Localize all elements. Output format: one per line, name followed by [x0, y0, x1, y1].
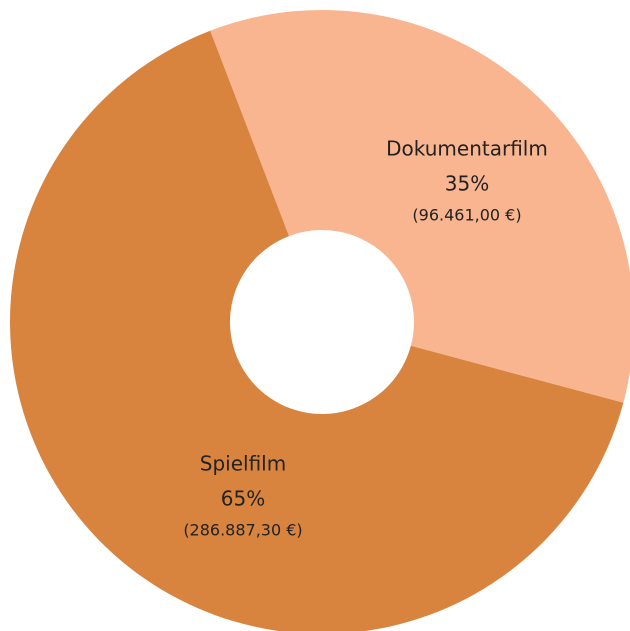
- slice-label: Dokumentarfilm: [386, 137, 548, 161]
- value-label: 65%: [221, 487, 265, 511]
- slice-label: Spielfilm: [200, 452, 286, 476]
- amount-label: (286.887,30 €): [183, 521, 302, 540]
- value-label: 35%: [445, 172, 489, 196]
- amount-label: (96.461,00 €): [412, 206, 521, 225]
- slice: [210, 10, 630, 403]
- slice: [10, 30, 624, 631]
